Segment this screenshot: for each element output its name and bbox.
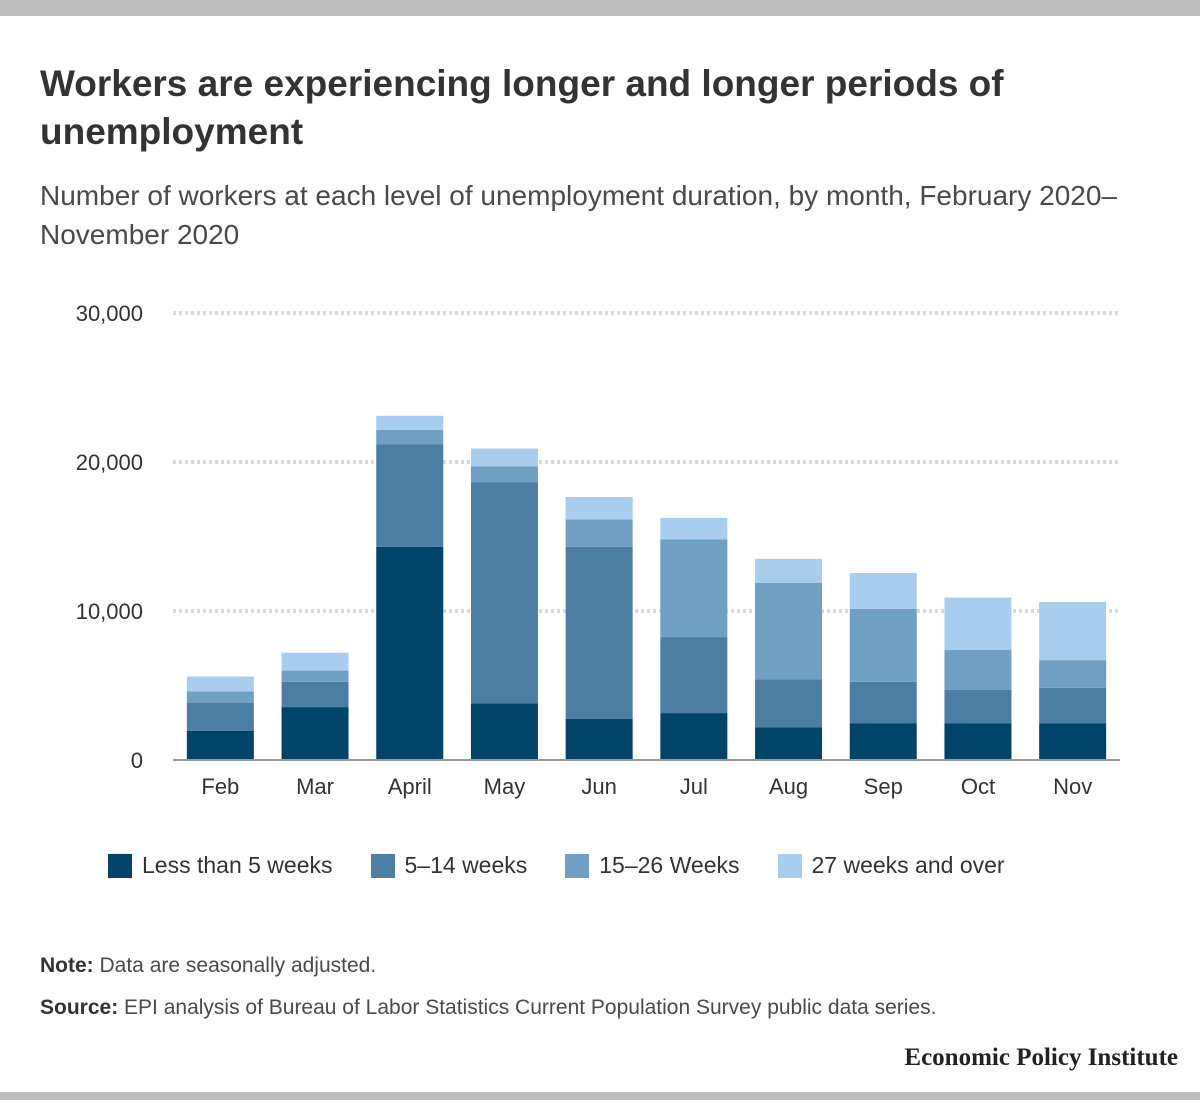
stacked-bar-chart: 0 10,000 20,000 30,000 Feb Mar April May Jun Jul A… [76,301,1120,799]
bar-segment [186,702,254,731]
legend-label: 5–14 weeks [404,852,528,878]
x-tick-label: Oct [961,774,995,799]
bar-segment [755,679,823,728]
bar-segment [755,727,823,760]
bar-segment [281,652,349,671]
bottom-rule [0,1092,1200,1100]
legend-swatch [108,853,132,878]
bar-segment [565,519,633,547]
x-tick-label: Mar [296,774,334,799]
bar-segment [849,573,917,609]
legend-label: 15–26 Weeks [599,852,740,878]
chart-legend: Less than 5 weeks 5–14 weeks 15–26 Weeks 27… [108,852,1043,879]
x-tick-label: Sep [864,774,903,799]
chart-title: Workers are experiencing longer and long… [40,63,1004,152]
chart-note: Note: Data are seasonally adjusted. [40,954,376,978]
y-tick-label: 10,000 [76,599,143,624]
y-tick-label: 30,000 [76,301,143,326]
bar-segment [470,482,538,704]
bar-segment [186,691,254,703]
x-tick-label: Jul [680,774,708,799]
bar-segment [565,719,633,760]
bar-segment [755,558,823,583]
bar-segment [849,681,917,724]
bar-segment [376,429,444,445]
y-tick-label: 20,000 [76,450,143,475]
legend-swatch [777,853,802,878]
bar-segment [944,723,1012,760]
legend-swatch [370,853,395,878]
source-text: EPI analysis of Bureau of Labor Statisti… [118,996,937,1019]
note-label: Note: [40,954,94,977]
legend-item: Less than 5 weeks [108,852,333,879]
bar-segment [660,517,728,540]
bar-segment [1039,660,1107,688]
top-rule [0,0,1200,16]
bar-segment [944,597,1012,650]
x-tick-label: Nov [1053,774,1092,799]
x-tick-label: Aug [769,774,808,799]
bar-segment [281,681,349,708]
source-label: Source: [40,996,119,1019]
bar-segment [376,415,444,430]
x-tick-label: Feb [201,774,239,799]
legend-item: 5–14 weeks [370,852,528,879]
bar-segment [660,637,728,714]
bar-segment [1039,723,1107,760]
bar-segment [1039,687,1107,724]
chart-source: Source: EPI analysis of Bureau of Labor … [40,996,936,1020]
legend-label: Less than 5 weeks [142,852,333,878]
bar-segment [944,689,1012,724]
bar-segment [944,649,1012,690]
brand-logo-text: Economic Policy Institute [904,1044,1178,1071]
bar-segment [470,448,538,467]
bar-segment [470,466,538,483]
bar-segment [376,546,444,760]
bar-segment [755,582,823,680]
bar-segment [186,676,254,692]
bar-segment [376,444,444,547]
bar-segment [186,730,254,760]
legend-label: 27 weeks and over [811,852,1005,878]
bar-segment [660,713,728,760]
bar-segment [281,707,349,760]
legend-item: 27 weeks and over [777,852,1005,879]
x-tick-label: April [388,774,432,799]
bar-segment [849,723,917,760]
bar-segment [849,608,917,682]
bar-segment [660,539,728,638]
bar-segment [470,703,538,760]
y-tick-label: 0 [131,748,143,773]
bar-segment [281,670,349,682]
note-text: Data are seasonally adjusted. [93,954,377,977]
chart-subtitle: Number of workers at each level of unemp… [40,180,1118,250]
bar-segment [565,546,633,720]
x-tick-label: May [484,774,526,799]
bar-segment [1039,602,1107,661]
x-tick-label: Jun [581,774,616,799]
legend-item: 15–26 Weeks [565,852,740,879]
legend-swatch [565,853,590,878]
bar-segment [565,497,633,520]
